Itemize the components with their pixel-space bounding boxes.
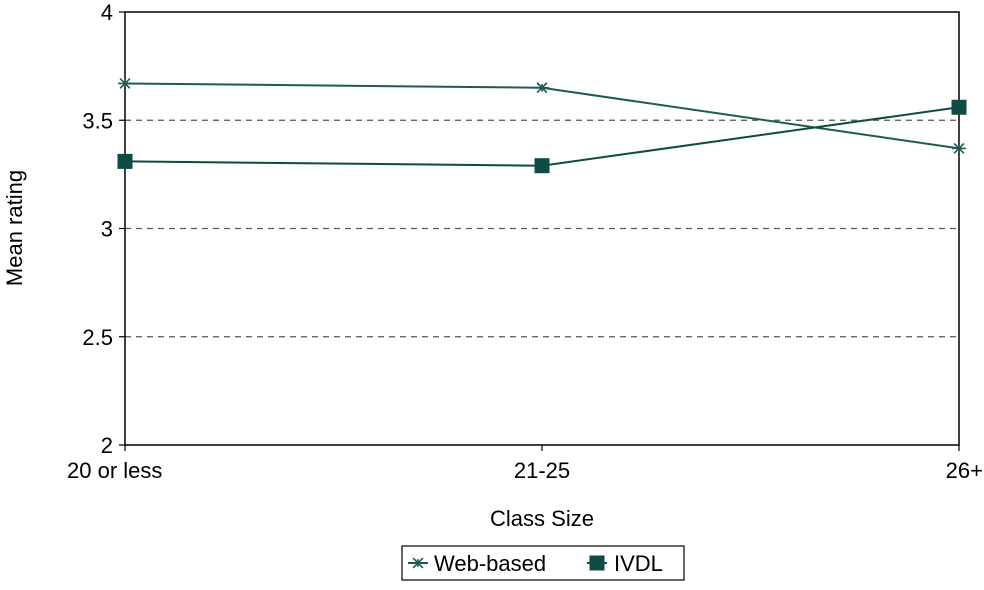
legend-label: Web-based xyxy=(434,551,546,576)
star-marker xyxy=(118,77,132,89)
x-axis-title: Class Size xyxy=(490,506,594,531)
y-axis-ticks: 2 2.5 3 3.5 4 xyxy=(82,0,125,458)
square-marker xyxy=(589,555,605,571)
x-tick-label: 21-25 xyxy=(514,458,570,483)
legend-label: IVDL xyxy=(614,551,663,576)
y-tick-label: 4 xyxy=(101,0,113,25)
square-marker xyxy=(951,99,967,115)
square-marker xyxy=(117,153,133,169)
series-lines xyxy=(117,77,967,174)
series-web-based xyxy=(118,77,966,154)
legend-item: Web-based xyxy=(408,551,546,576)
square-marker xyxy=(534,158,550,174)
star-marker xyxy=(535,82,549,94)
legend-item: IVDL xyxy=(587,551,663,576)
x-axis-ticks: 20 or less 21-25 26+ xyxy=(67,445,983,483)
x-tick-label: 20 or less xyxy=(67,458,162,483)
star-marker xyxy=(952,142,966,154)
series-line xyxy=(124,106,960,167)
gridlines xyxy=(125,119,959,338)
series-line xyxy=(124,82,960,150)
star-marker xyxy=(411,557,425,569)
y-tick-label: 3 xyxy=(101,217,113,242)
y-tick-label: 2 xyxy=(101,433,113,458)
series-ivdl xyxy=(117,99,967,174)
x-tick-label: 26+ xyxy=(946,458,983,483)
y-axis-title: Mean rating xyxy=(2,170,27,286)
y-tick-label: 2.5 xyxy=(82,325,113,350)
legend: Web-based IVDL xyxy=(401,545,685,581)
y-tick-label: 3.5 xyxy=(82,108,113,133)
legend-box xyxy=(401,545,685,581)
